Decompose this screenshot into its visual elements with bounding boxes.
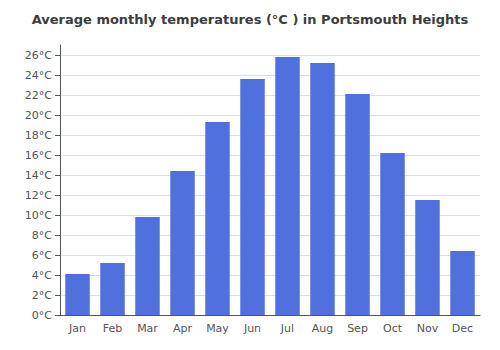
svg-text:2°C: 2°C (32, 289, 52, 302)
svg-text:Jun: Jun (243, 322, 261, 335)
svg-text:Feb: Feb (103, 322, 122, 335)
svg-text:10°C: 10°C (25, 209, 52, 222)
svg-text:Average monthly temperatures (: Average monthly temperatures (°C ) in Po… (32, 12, 469, 27)
svg-text:14°C: 14°C (25, 169, 52, 182)
svg-text:8°C: 8°C (32, 229, 52, 242)
svg-text:Nov: Nov (417, 322, 439, 335)
svg-text:Apr: Apr (173, 322, 193, 335)
svg-text:Dec: Dec (452, 322, 473, 335)
svg-text:Aug: Aug (312, 322, 333, 335)
svg-text:20°C: 20°C (25, 109, 52, 122)
svg-text:26°C: 26°C (25, 49, 52, 62)
svg-text:16°C: 16°C (25, 149, 52, 162)
svg-text:Oct: Oct (383, 322, 403, 335)
svg-text:18°C: 18°C (25, 129, 52, 142)
svg-text:May: May (206, 322, 229, 335)
svg-text:22°C: 22°C (25, 89, 52, 102)
svg-text:Sep: Sep (347, 322, 368, 335)
svg-text:Jan: Jan (68, 322, 86, 335)
svg-text:Jul: Jul (280, 322, 294, 335)
svg-text:6°C: 6°C (32, 249, 52, 262)
svg-text:0°C: 0°C (32, 309, 52, 322)
svg-text:24°C: 24°C (25, 69, 52, 82)
svg-text:Mar: Mar (137, 322, 158, 335)
svg-text:4°C: 4°C (32, 269, 52, 282)
svg-text:12°C: 12°C (25, 189, 52, 202)
